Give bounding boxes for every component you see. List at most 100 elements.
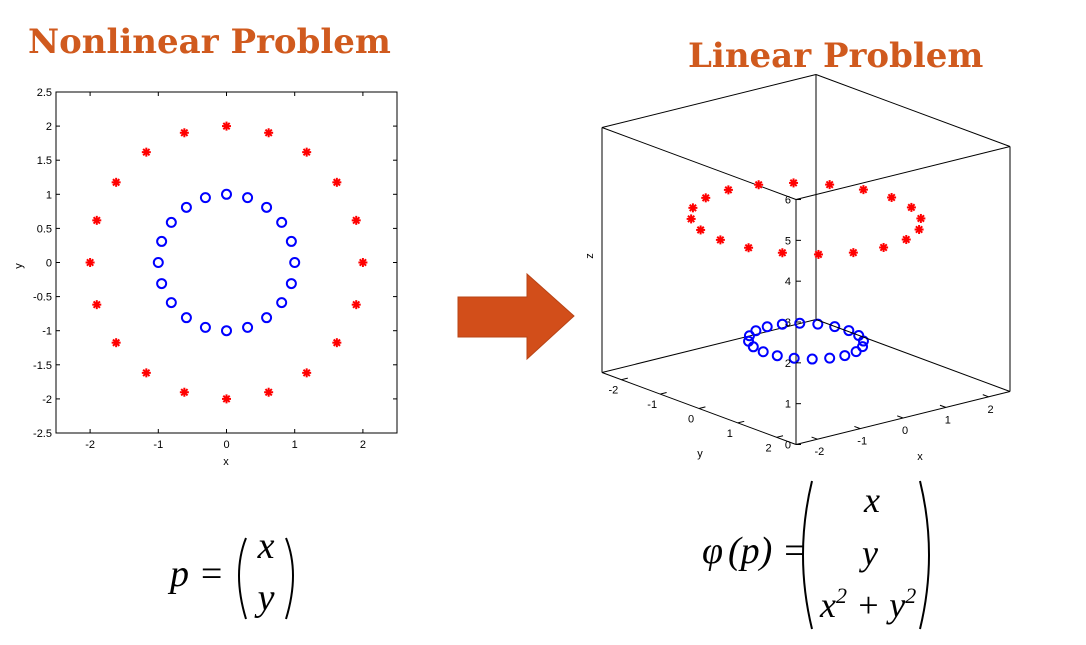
chart2d-inner-point <box>180 312 192 324</box>
chart2d-outer-point <box>111 177 121 187</box>
chart3d-z-axis-label: z <box>584 253 596 259</box>
chart3d-z-tick-label: 5 <box>785 235 791 247</box>
chart2d-inner-point <box>156 278 168 290</box>
chart3d-inner-point <box>806 353 818 365</box>
chart2d-inner-point <box>165 216 177 228</box>
chart3d-inner-point <box>794 317 806 329</box>
chart3d-edge <box>815 319 1011 392</box>
chart2d-outer-point <box>85 258 95 267</box>
chart3d-edge <box>601 74 817 129</box>
formula-p-x: x <box>257 525 275 567</box>
chart2d-y-tick-label: -2 <box>42 394 52 406</box>
formula-phi-row1: x <box>863 480 880 520</box>
formula-p-y: y <box>254 577 275 619</box>
chart3d-x-axis-label: x <box>917 451 923 463</box>
chart2d-inner-point <box>199 321 211 333</box>
chart2d-inner-point <box>199 192 211 204</box>
chart3d-outer-point <box>777 248 787 258</box>
chart3d-x-tick-mark <box>897 415 904 419</box>
chart2d-outer-point <box>179 387 189 397</box>
chart3d-outer-point <box>723 185 733 195</box>
formula-p-lhs: p = <box>167 553 224 595</box>
title-nonlinear-problem: Nonlinear Problem <box>28 22 391 62</box>
chart3d-y-tick-label: 2 <box>766 442 772 454</box>
chart3d-outer-point <box>688 203 698 213</box>
chart3d-y-tick-label: 1 <box>727 428 733 440</box>
chart3d-inner-point <box>743 335 755 347</box>
chart3d-z-tick-label: 3 <box>785 317 791 329</box>
chart3d-inner-point <box>829 321 841 333</box>
formula-phi-right-paren <box>919 480 930 630</box>
chart2d-inner-point <box>242 192 254 204</box>
title-linear-problem: Linear Problem <box>688 36 984 76</box>
chart2d-outer-point <box>222 394 231 404</box>
chart2d-y-tick-label: 2.5 <box>37 87 52 99</box>
chart2d-x-tick-label: 0 <box>223 439 229 451</box>
chart2d-inner-point <box>156 235 168 247</box>
chart2d-outer-point <box>179 128 189 138</box>
chart3d-outer-point <box>715 235 725 245</box>
chart2d-outer-point <box>351 215 361 225</box>
chart2d-y-tick-label: 1.5 <box>37 155 52 167</box>
chart2d-y-tick-label: -2.5 <box>33 428 52 440</box>
chart2d-outer-point <box>264 128 274 138</box>
chart2d-inner-point <box>285 278 297 290</box>
chart2d-outer-point <box>351 300 361 310</box>
chart3d-edge <box>815 74 1011 147</box>
chart3d-outer-point <box>858 185 868 195</box>
chart2d-y-tick-label: -1.5 <box>33 360 52 372</box>
chart2d-inner-point <box>152 257 164 268</box>
formula-phi-row2: y <box>859 533 878 573</box>
formula-phi-row3: x2 + y2 <box>819 583 916 625</box>
chart3d-outer-point <box>696 225 706 235</box>
chart3d-ticks: 0 1 2 3 4 5 6 -2 -1 0 1 2 2 1 0 -1 -2 <box>609 195 994 459</box>
chart3d-y-tick-label: 0 <box>688 414 694 426</box>
chart3d-y-tick-mark <box>776 435 784 438</box>
chart3d-inner-point <box>839 350 851 362</box>
chart2d-outer-point <box>332 177 342 187</box>
formula-p-left-paren <box>238 537 247 620</box>
chart3d-inner-point <box>843 325 855 337</box>
chart2d-inner-point <box>180 201 192 213</box>
chart2d-y-tick-label: 1 <box>46 189 52 201</box>
chart3d-outer-point <box>887 192 897 202</box>
chart3d-x-tick-label: 0 <box>902 425 908 437</box>
chart3d-outer-point <box>744 243 754 253</box>
chart2d-x-tick-label: -2 <box>85 439 95 451</box>
formula-phi-left-paren <box>802 480 813 630</box>
chart3d-x-tick-mark <box>854 425 861 430</box>
chart3d-outer-point <box>914 225 924 235</box>
chart2d-outer-point <box>302 147 312 157</box>
chart2d-points <box>85 121 368 404</box>
chart3d-outer-point <box>879 242 889 252</box>
chart2d-outer-point <box>92 215 102 225</box>
chart2d-outer-point <box>111 338 121 348</box>
chart3d-inner-point <box>788 352 800 364</box>
chart3d-z-tick-label: 1 <box>785 399 791 411</box>
chart2d-inner-point <box>165 297 177 309</box>
chart3d-inner-point <box>824 352 836 364</box>
chart2d-outer-point <box>264 387 274 397</box>
chart2d-inner-point <box>261 312 273 324</box>
chart2d-outer-point <box>92 300 102 310</box>
chart2d-outer-point <box>332 338 342 348</box>
chart3d-y-tick-label: -2 <box>609 385 619 397</box>
chart2d-inner-point <box>285 235 297 247</box>
formula-p-right-paren <box>285 537 294 620</box>
chart2d-y-tick-label: -1 <box>42 326 52 338</box>
chart2d-inner-point <box>221 188 232 200</box>
chart3d-front-box <box>795 74 1011 445</box>
formula-p: p = x y <box>167 525 294 620</box>
chart3d-x-tick-mark <box>811 436 818 440</box>
chart2d-y-tick-label: 0.5 <box>37 223 52 235</box>
chart3d-inner-point <box>857 335 869 347</box>
chart3d-x-tick-label: -1 <box>857 436 867 448</box>
chart3d-z-tick-label: 2 <box>785 358 791 370</box>
chart3d-x-tick-label: 2 <box>988 404 994 416</box>
chart2d-outer-point <box>141 368 151 378</box>
chart2d-x-tick-label: 2 <box>360 439 366 451</box>
chart3d-edge <box>601 127 797 200</box>
chart3d-inner-point <box>776 318 788 330</box>
chart3d-x-tick-mark <box>939 404 946 408</box>
